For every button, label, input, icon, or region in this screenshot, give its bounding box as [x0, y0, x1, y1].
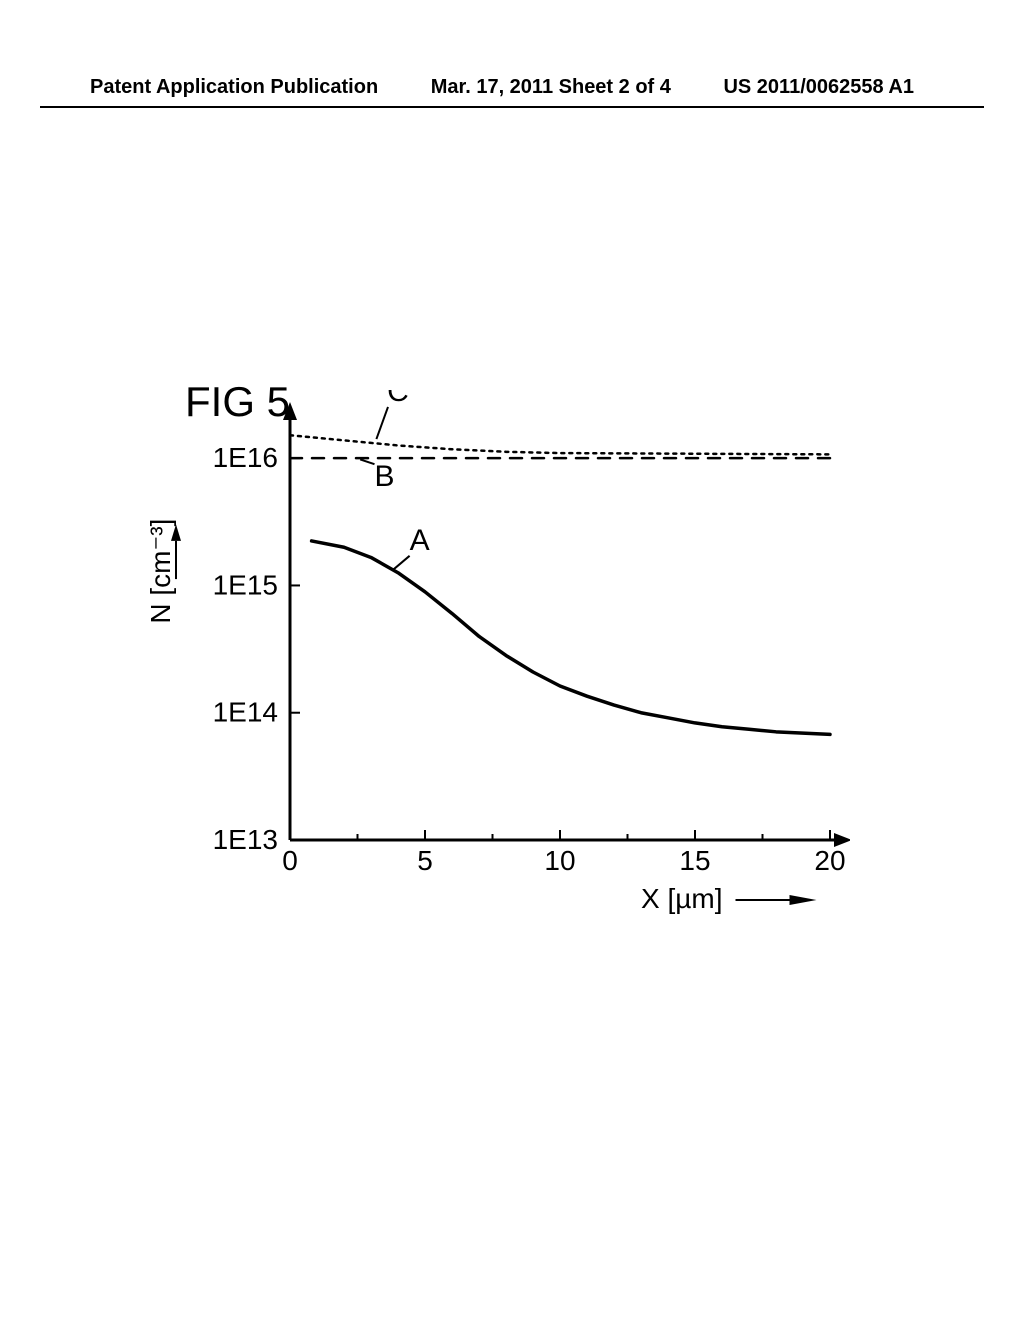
curve-label-b: B — [374, 460, 394, 493]
label-pointer-b — [360, 459, 374, 464]
x-tick-label: 10 — [544, 845, 575, 876]
y-tick-label: 1E16 — [213, 442, 278, 473]
header-center: Mar. 17, 2011 Sheet 2 of 4 — [431, 76, 671, 99]
x-tick-label: 20 — [814, 845, 845, 876]
header-rule — [40, 106, 984, 108]
x-label-arrow-head — [790, 895, 817, 905]
x-axis-label: X [µm] — [641, 883, 722, 914]
header-left: Patent Application Publication — [90, 76, 378, 99]
curve-c — [290, 435, 830, 454]
y-tick-label: 1E15 — [213, 569, 278, 600]
y-axis-label: N [cm⁻³] — [150, 519, 176, 624]
curve-label-c: C — [387, 390, 409, 408]
curve-label-a: A — [410, 524, 430, 557]
patent-header: Patent Application Publication Mar. 17, … — [0, 76, 1024, 99]
x-tick-label: 15 — [679, 845, 710, 876]
curve-a — [312, 541, 830, 734]
x-tick-label: 0 — [282, 845, 298, 876]
concentration-depth-chart: 0 5 10 15 20 1E13 1E14 1E15 1E16 AB C X [µm] N [cm⁻³… — [150, 390, 850, 930]
label-pointer-a — [393, 556, 410, 570]
header-right: US 2011/0062558 A1 — [723, 76, 914, 99]
y-tick-label: 1E13 — [213, 824, 278, 855]
y-tick-label: 1E14 — [213, 697, 278, 728]
y-axis-arrow — [283, 402, 297, 420]
x-tick-label: 5 — [417, 845, 433, 876]
y-axis-label-group: N [cm⁻³] — [150, 519, 176, 624]
label-pointer-c — [376, 407, 388, 439]
